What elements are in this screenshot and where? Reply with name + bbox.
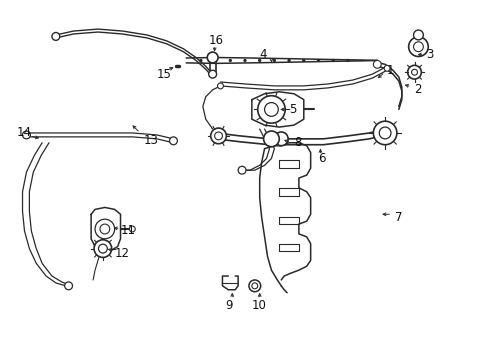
Circle shape (129, 226, 135, 232)
Circle shape (52, 32, 60, 40)
Text: 6: 6 (318, 152, 325, 165)
Text: 10: 10 (251, 299, 266, 312)
Circle shape (384, 66, 389, 71)
Text: 9: 9 (225, 299, 232, 312)
Circle shape (22, 131, 30, 139)
Text: 8: 8 (293, 136, 301, 149)
Circle shape (273, 59, 275, 62)
Circle shape (274, 132, 287, 146)
Text: 3: 3 (426, 48, 433, 61)
Circle shape (94, 240, 111, 257)
Text: 14: 14 (17, 126, 32, 139)
Circle shape (217, 83, 223, 89)
Text: 13: 13 (144, 134, 159, 147)
Circle shape (408, 37, 427, 57)
Circle shape (263, 131, 279, 147)
Circle shape (207, 52, 218, 63)
Circle shape (373, 60, 381, 68)
Circle shape (302, 59, 305, 62)
Circle shape (317, 59, 319, 62)
Text: 7: 7 (394, 211, 402, 224)
Circle shape (100, 224, 109, 234)
Circle shape (251, 283, 257, 289)
Circle shape (413, 30, 423, 40)
Text: 2: 2 (414, 83, 421, 96)
Circle shape (248, 280, 260, 292)
Text: 5: 5 (288, 103, 296, 116)
Text: 16: 16 (208, 34, 224, 48)
Circle shape (331, 59, 334, 62)
Circle shape (229, 59, 231, 62)
Circle shape (373, 121, 396, 145)
Circle shape (98, 244, 107, 253)
Circle shape (199, 59, 202, 62)
Circle shape (238, 166, 245, 174)
Circle shape (244, 59, 245, 62)
Text: 15: 15 (157, 68, 171, 81)
Circle shape (210, 128, 226, 144)
Circle shape (379, 127, 390, 139)
Circle shape (411, 69, 417, 75)
Circle shape (214, 132, 222, 140)
Circle shape (169, 137, 177, 145)
Circle shape (264, 103, 278, 116)
Circle shape (214, 59, 216, 62)
Text: 1: 1 (386, 64, 394, 77)
Circle shape (413, 42, 423, 51)
Circle shape (257, 96, 285, 123)
Circle shape (258, 59, 260, 62)
Circle shape (208, 70, 216, 78)
Circle shape (95, 219, 114, 239)
Circle shape (64, 282, 72, 290)
Circle shape (346, 59, 348, 62)
Circle shape (407, 66, 421, 79)
Text: 11: 11 (120, 225, 135, 238)
Text: 4: 4 (259, 48, 266, 61)
Circle shape (287, 59, 290, 62)
Text: 12: 12 (114, 247, 129, 260)
